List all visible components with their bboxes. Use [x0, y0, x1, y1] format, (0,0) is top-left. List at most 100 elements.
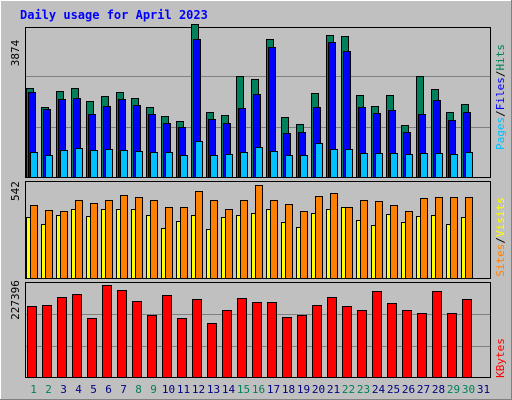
kbytes-bar	[402, 310, 412, 378]
day-label: 2	[45, 383, 52, 396]
sites-bar	[210, 200, 218, 279]
kbytes-bar	[417, 313, 427, 378]
sites-bar	[315, 196, 323, 279]
bottom-scale-max-label: 227396	[9, 280, 22, 320]
day-label: 4	[75, 383, 82, 396]
kbytes-bar	[342, 306, 352, 378]
kbytes-bar	[312, 305, 322, 378]
legend-hits: Hits	[494, 44, 507, 71]
day-label: 5	[90, 383, 97, 396]
kbytes-bar	[87, 318, 97, 378]
legend-separator: /	[494, 237, 507, 244]
day-label: 17	[267, 383, 280, 396]
kbytes-bar	[132, 301, 142, 378]
sites-bar	[390, 205, 398, 279]
pages-bar	[75, 148, 83, 178]
pages-bar	[390, 153, 398, 178]
day-label: 6	[105, 383, 112, 396]
day-label: 18	[282, 383, 295, 396]
sites-bar	[270, 200, 278, 279]
pages-bar	[330, 149, 338, 178]
sites-bar	[180, 207, 188, 279]
pages-bar	[30, 152, 38, 178]
kbytes-bar	[207, 323, 217, 378]
day-label: 13	[207, 383, 220, 396]
pages-bar	[450, 154, 458, 178]
legend-sites: Sites	[494, 244, 507, 277]
sites-bar	[420, 198, 428, 279]
kbytes-bar	[102, 285, 112, 378]
kbytes-bar	[42, 305, 52, 378]
day-label: 31	[477, 383, 490, 396]
sites-bar	[135, 197, 143, 279]
kbytes-bar	[282, 317, 292, 378]
day-label: 27	[417, 383, 430, 396]
sites-bar	[300, 211, 308, 279]
sites-bar	[150, 200, 158, 279]
legend-separator: /	[494, 71, 507, 78]
day-label: 8	[135, 383, 142, 396]
pages-bar	[285, 155, 293, 178]
sites-bar	[360, 200, 368, 279]
day-label: 22	[342, 383, 355, 396]
kbytes-bar	[237, 298, 247, 378]
kbytes-bar	[72, 294, 82, 378]
kbytes-bar	[372, 291, 382, 378]
day-label: 9	[150, 383, 157, 396]
legend-pages: Pages	[494, 117, 507, 150]
day-label: 25	[387, 383, 400, 396]
chart-title: Daily usage for April 2023	[20, 8, 208, 22]
pages-bar	[360, 153, 368, 178]
sites-bar	[60, 211, 68, 279]
sites-bar	[330, 193, 338, 279]
day-label: 15	[237, 383, 250, 396]
pages-bar	[150, 152, 158, 178]
day-label: 23	[357, 383, 370, 396]
pages-bar	[105, 149, 113, 178]
pages-bar	[405, 154, 413, 178]
pages-bar	[45, 155, 53, 178]
kbytes-bar	[177, 318, 187, 378]
sites-bar	[465, 197, 473, 279]
day-label: 24	[372, 383, 386, 396]
legend-separator: /	[494, 110, 507, 117]
kbytes-bar	[192, 299, 202, 378]
day-label: 14	[222, 383, 236, 396]
pages-bar	[315, 143, 323, 178]
day-label: 28	[432, 383, 445, 396]
pages-bar	[135, 151, 143, 178]
sites-bar	[105, 200, 113, 279]
day-label: 1	[30, 383, 37, 396]
kbytes-bar	[297, 315, 307, 378]
sites-bar	[75, 200, 83, 279]
top-legend: Pages/Files/Hits	[494, 44, 507, 150]
day-label: 12	[192, 383, 205, 396]
kbytes-bar	[147, 315, 157, 378]
day-label: 16	[252, 383, 265, 396]
legend-files: Files	[494, 77, 507, 110]
legend-visits: Visits	[494, 197, 507, 237]
kbytes-bar	[387, 303, 397, 378]
kbytes-bar	[27, 306, 37, 378]
sites-bar	[195, 191, 203, 279]
sites-bar	[45, 210, 53, 279]
day-label: 19	[297, 383, 310, 396]
sites-bar	[450, 197, 458, 279]
pages-bar	[255, 147, 263, 178]
pages-bar	[240, 152, 248, 178]
top-scale-max-label: 3874	[9, 39, 22, 66]
pages-bar	[90, 150, 98, 178]
bottom-legend: KBytes	[494, 338, 507, 378]
kbytes-bar	[57, 297, 67, 378]
sites-bar	[405, 211, 413, 279]
day-label: 21	[327, 383, 340, 396]
pages-bar	[465, 152, 473, 178]
kbytes-bar	[162, 295, 172, 378]
pages-bar	[210, 155, 218, 178]
kbytes-bar	[117, 290, 127, 378]
sites-bar	[225, 209, 233, 279]
chart-bars	[26, 24, 473, 378]
day-label: 10	[162, 383, 175, 396]
pages-bar	[375, 153, 383, 178]
